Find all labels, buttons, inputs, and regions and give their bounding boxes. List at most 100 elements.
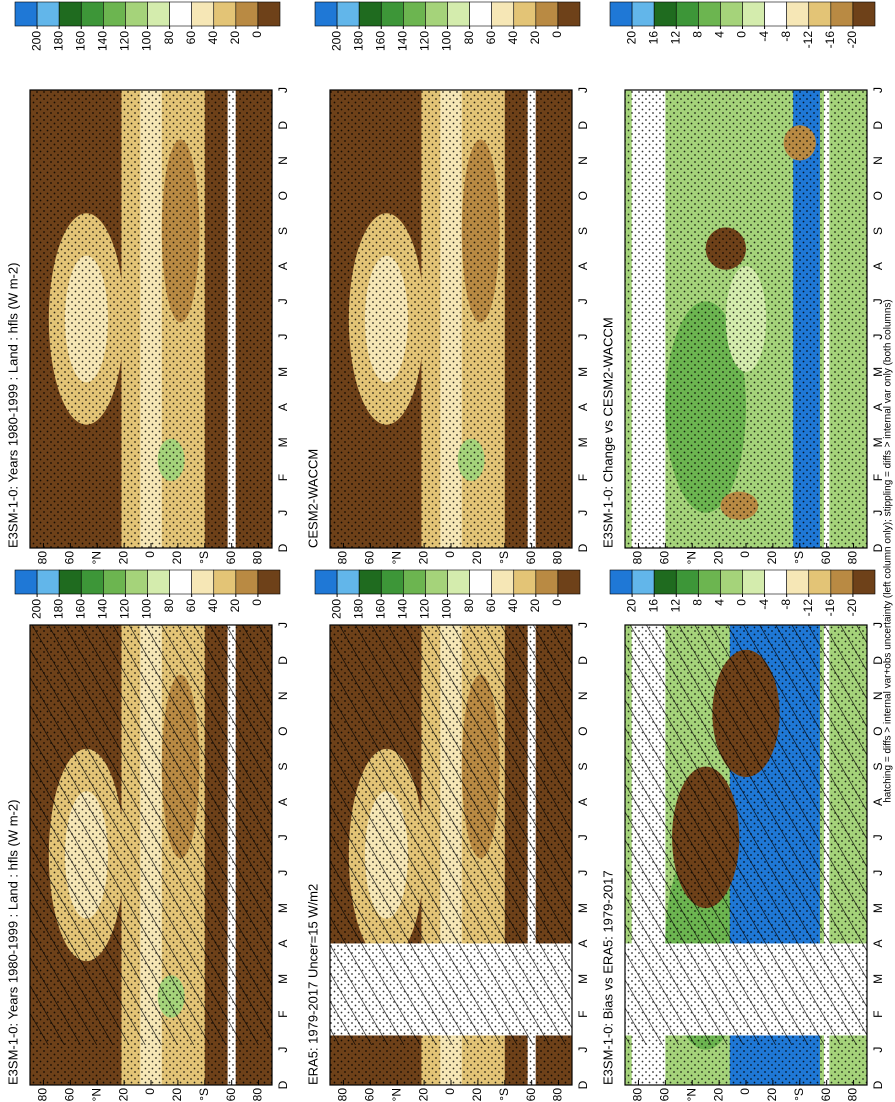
stippling [625, 90, 867, 548]
colorbar-tick-label: 140 [396, 599, 410, 619]
y-tick-label: 0 [443, 1088, 457, 1095]
colorbar-swatch [125, 1, 148, 27]
colorbar-swatch [653, 569, 677, 595]
y-tick-label: 80 [336, 1088, 350, 1102]
x-tick-label: D [576, 1080, 590, 1089]
colorbar-tick-label: 100 [140, 599, 154, 619]
colorbar-tick-label: 12 [668, 31, 682, 45]
y-tick-label: °S [197, 1088, 211, 1101]
y-tick-label: 20 [711, 1088, 725, 1102]
colorbar-swatch [808, 569, 832, 595]
colorbar-swatch [535, 569, 559, 595]
x-tick-label: J [576, 334, 590, 340]
y-tick-label: 60 [63, 551, 77, 565]
x-tick-label: O [871, 191, 885, 200]
colorbar-swatch [742, 569, 765, 595]
x-tick-label: D [871, 121, 885, 130]
x-tick-label: O [871, 726, 885, 735]
panel-title: CESM2-WACCM [305, 449, 320, 548]
x-tick-label: N [576, 156, 590, 165]
colorbar-swatch [336, 569, 360, 595]
field [330, 90, 572, 548]
x-tick-label: J [871, 834, 885, 840]
colorbar-tick-label: 40 [506, 599, 520, 613]
x-tick-label: A [576, 798, 590, 806]
x-tick-label: F [871, 474, 885, 481]
colorbar-swatch [742, 1, 765, 27]
hatching [30, 625, 272, 1045]
y-tick-label: °S [792, 1088, 806, 1101]
colorbar-tick-label: 0 [250, 599, 264, 606]
colorbar-swatch [631, 1, 655, 27]
y-tick-label: 80 [36, 551, 50, 565]
panel: E3SM-1-0: Years 1980-1999 : Land : hfls … [5, 1, 290, 565]
colorbar-tick-label: 8 [691, 599, 705, 606]
colorbar-tick-label: -16 [823, 31, 837, 49]
colorbar-swatch [80, 1, 104, 27]
colorbar-swatch [36, 1, 60, 27]
colorbar-swatch [513, 569, 537, 595]
colorbar-tick-label: 160 [373, 31, 387, 51]
y-tick-label: 60 [224, 1088, 238, 1102]
colorbar-tick-label: 200 [329, 599, 343, 619]
y-tick-label: 80 [846, 551, 860, 565]
stippling [30, 90, 272, 548]
colorbar-swatch [403, 1, 426, 27]
x-tick-label: F [871, 1011, 885, 1018]
y-tick-label: 60 [363, 1088, 377, 1102]
y-tick-label: 60 [658, 551, 672, 565]
y-tick-label: 60 [524, 551, 538, 565]
colorbar-swatch [786, 1, 810, 27]
colorbar-swatch [147, 569, 170, 595]
colorbar-tick-label: 140 [96, 31, 110, 51]
panel-title: E3SM-1-0: Bias vs ERA5: 1979-2017 [600, 870, 615, 1085]
panel: E3SM-1-0: Years 1980-1999 : Land : hfls … [5, 569, 290, 1102]
y-tick-label: 80 [551, 551, 565, 565]
x-tick-label: A [276, 798, 290, 806]
colorbar-swatch [314, 569, 338, 595]
colorbar-tick-label: 160 [73, 599, 87, 619]
colorbar-tick-label: -16 [823, 599, 837, 617]
x-tick-label: J [871, 870, 885, 876]
colorbar-swatch [403, 569, 426, 595]
colorbar-swatch [653, 1, 677, 27]
colorbar-tick-label: 8 [691, 31, 705, 38]
x-tick-label: J [576, 870, 590, 876]
y-tick-label: °N [89, 551, 103, 564]
colorbar-swatch [675, 569, 699, 595]
colorbar-swatch [169, 1, 192, 27]
x-tick-label: J [576, 1047, 590, 1053]
colorbar-swatch [147, 1, 170, 27]
x-tick-label: N [276, 691, 290, 700]
colorbar-tick-label: -20 [845, 31, 859, 49]
colorbar-swatch [314, 1, 338, 27]
x-tick-label: A [276, 939, 290, 947]
colorbar-swatch [380, 569, 404, 595]
x-tick-label: F [576, 474, 590, 481]
x-tick-label: F [276, 474, 290, 481]
colorbar-tick-label: -8 [779, 31, 793, 42]
colorbar-tick-label: 20 [528, 599, 542, 613]
colorbar-swatch [786, 569, 810, 595]
x-tick-label: J [276, 870, 290, 876]
colorbar-tick-label: 200 [329, 31, 343, 51]
y-tick-label: 20 [170, 1088, 184, 1102]
y-tick-label: 80 [551, 1088, 565, 1102]
x-tick-label: J [276, 298, 290, 304]
x-tick-label: J [871, 87, 885, 93]
colorbar-tick-label: 80 [462, 599, 476, 613]
y-tick-label: 20 [416, 1088, 430, 1102]
y-tick-label: 80 [631, 551, 645, 565]
colorbar-swatch [830, 1, 854, 27]
panel-title: E3SM-1-0: Years 1980-1999 : Land : hfls … [5, 263, 20, 548]
x-tick-label: N [871, 156, 885, 165]
x-tick-label: J [276, 510, 290, 516]
colorbar-tick-label: 40 [206, 31, 220, 45]
x-tick-label: O [576, 726, 590, 735]
field [625, 90, 867, 548]
colorbar-tick-label: 140 [96, 599, 110, 619]
colorbar-swatch [191, 1, 215, 27]
y-tick-label: 0 [738, 1088, 752, 1095]
y-tick-label: 20 [416, 551, 430, 565]
colorbar-tick-label: 0 [550, 31, 564, 38]
